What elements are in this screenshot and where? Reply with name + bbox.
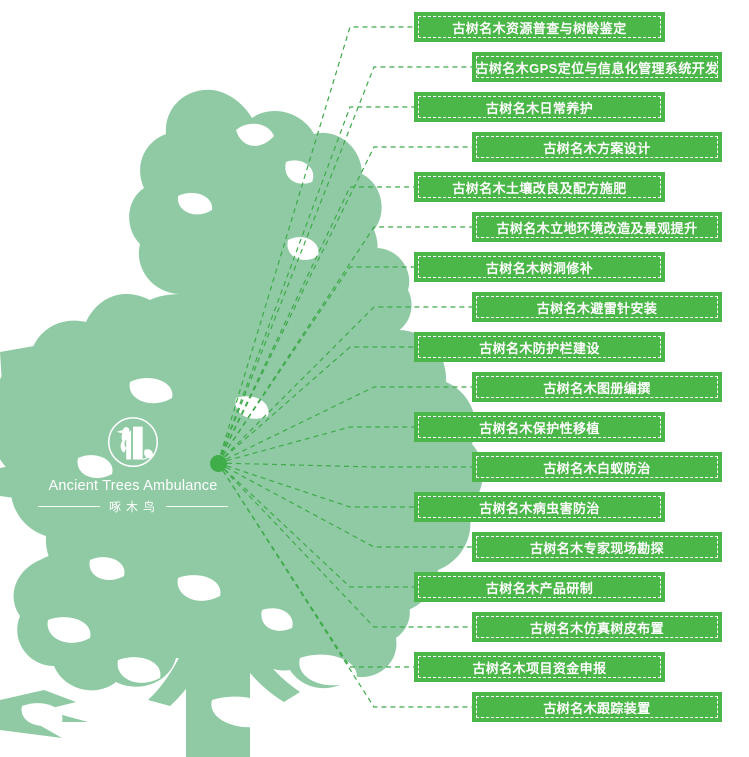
service-item-box[interactable]: 古树名木GPS定位与信息化管理系统开发 [472, 52, 722, 82]
service-item-label: 古树名木跟踪装置 [543, 700, 651, 716]
service-item-label: 古树名木日常养护 [485, 100, 594, 116]
connector-line [217, 346, 414, 464]
service-item-box[interactable]: 古树名木项目资金申报 [414, 652, 665, 682]
service-item-label: 古树名木防护栏建设 [479, 340, 600, 356]
connector-line [217, 266, 414, 464]
woodpecker-on-trunk-circle-icon [108, 417, 158, 468]
connector-line [217, 462, 414, 668]
connector-line [217, 106, 414, 464]
service-item-box[interactable]: 古树名木病虫害防治 [414, 492, 665, 522]
logo-chinese-name: 啄木鸟 [109, 500, 161, 514]
connector-line [217, 462, 414, 508]
brand-logo: Ancient Trees Ambulance 啄木鸟 [38, 413, 229, 515]
connector-line [217, 186, 414, 464]
connector-line [217, 462, 414, 588]
service-item-label: 古树名木产品研制 [485, 580, 594, 596]
service-item-label: 古树名木方案设计 [543, 140, 651, 156]
service-item-box[interactable]: 古树名木土壤改良及配方施肥 [414, 172, 665, 202]
connector-line [217, 26, 414, 464]
service-item-label: 古树名木保护性移植 [479, 420, 600, 436]
service-item-label: 古树名木病虫害防治 [479, 500, 600, 516]
service-item-label: 古树名木立地环境改造及景观提升 [496, 220, 698, 236]
connector-line [217, 462, 472, 628]
service-item-box[interactable]: 古树名木仿真树皮布置 [472, 612, 722, 642]
service-item-box[interactable]: 古树名木跟踪装置 [472, 692, 722, 722]
service-item-label: 古树名木白蚁防治 [543, 460, 651, 476]
service-item-label: 古树名木图册编撰 [543, 380, 651, 396]
logo-rule-right [166, 506, 229, 507]
service-item-box[interactable]: 古树名木产品研制 [414, 572, 665, 602]
service-item-box[interactable]: 古树名木图册编撰 [472, 372, 722, 402]
logo-english-name: Ancient Trees Ambulance [48, 478, 218, 494]
service-item-label: 古树名木土壤改良及配方施肥 [452, 180, 627, 196]
connector-line [217, 462, 472, 468]
service-item-box[interactable]: 古树名木立地环境改造及景观提升 [472, 212, 722, 242]
logo-chinese-row: 啄木鸟 [38, 498, 229, 515]
service-item-label: 古树名木项目资金申报 [472, 660, 607, 676]
service-item-box[interactable]: 古树名木日常养护 [414, 92, 665, 122]
service-item-label: 古树名木避雷针安装 [536, 300, 658, 316]
service-item-label: 古树名木树洞修补 [485, 260, 594, 276]
service-item-box[interactable]: 古树名木方案设计 [472, 132, 722, 162]
service-item-box[interactable]: 古树名木资源普查与树龄鉴定 [414, 12, 665, 42]
service-item-box[interactable]: 古树名木避雷针安装 [472, 292, 722, 322]
service-item-box[interactable]: 古树名木专家现场勘探 [472, 532, 722, 562]
service-item-box[interactable]: 古树名木树洞修补 [414, 252, 665, 282]
service-item-label: 古树名木仿真树皮布置 [529, 620, 664, 636]
logo-rule-left [38, 506, 100, 507]
service-item-box[interactable]: 古树名木保护性移植 [414, 412, 665, 442]
service-item-box[interactable]: 古树名木防护栏建设 [414, 332, 665, 362]
service-item-label: 古树名木资源普查与树龄鉴定 [452, 20, 627, 36]
service-item-label: 古树名木GPS定位与信息化管理系统开发 [475, 60, 719, 76]
service-item-label: 古树名木专家现场勘探 [529, 540, 664, 556]
connector-line [217, 426, 414, 464]
service-item-box[interactable]: 古树名木白蚁防治 [472, 452, 722, 482]
central-hub-node [210, 455, 227, 472]
